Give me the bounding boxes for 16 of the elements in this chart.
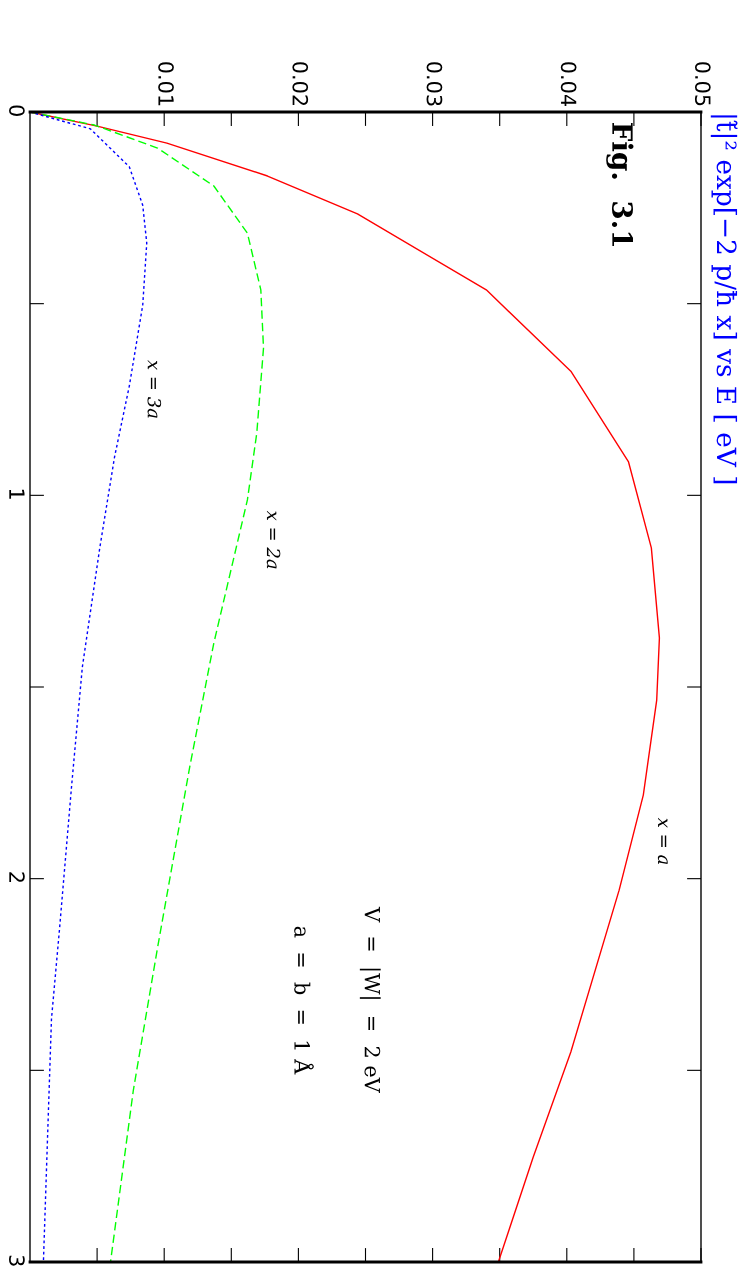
x-tick-label: 0.02 [292,62,309,106]
annotation: a = b = 1 Å [294,926,314,1075]
y-tick-label: 1 [9,489,25,499]
text: |t̃|² exp[−2 p/ħ x] vs E [ eV ] [710,115,738,484]
x-tick-label: 0.04 [560,62,577,106]
annotation: x = 3a [147,360,162,418]
x-tick-label: 0.01 [158,62,174,106]
y-tick-label: 2 [9,872,25,882]
x-tick-label: 0.03 [426,62,443,106]
y-tick-label: 0 [9,105,25,116]
annotation: x = 2a [266,510,281,569]
annotation: V = |W| = 2 eV [359,906,381,1094]
annotation: x = a [657,817,668,865]
x-tick-label: 0.05 [694,62,711,106]
annotation: Fig. 3.1 [606,122,634,246]
y-tick-label: 3 [9,1255,25,1266]
